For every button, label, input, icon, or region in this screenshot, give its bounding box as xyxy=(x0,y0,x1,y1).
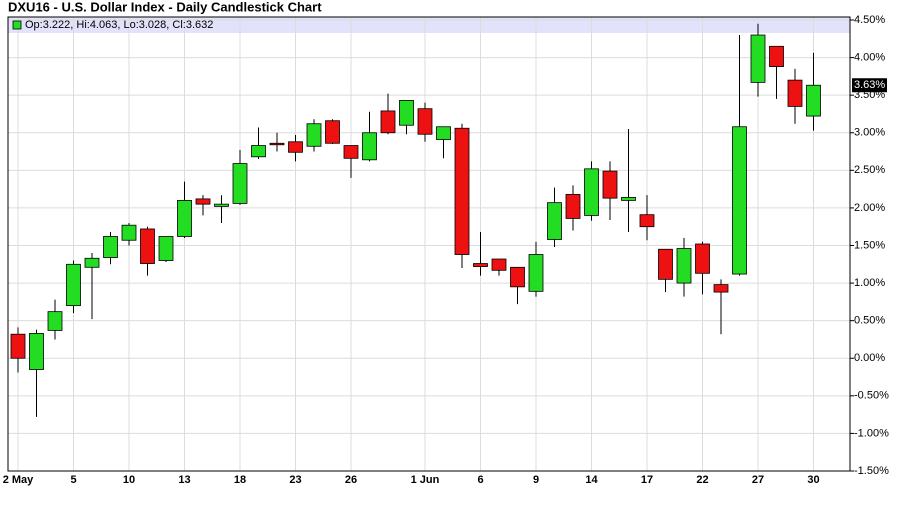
candle-body xyxy=(306,123,322,147)
candle-body xyxy=(639,214,655,228)
x-tick-label: 27 xyxy=(752,474,764,486)
candle-body xyxy=(158,236,174,261)
x-tick-label: 5 xyxy=(70,474,76,486)
legend-marker xyxy=(12,20,22,30)
x-tick-label: 10 xyxy=(123,474,135,486)
plot-border xyxy=(7,16,851,472)
candle-body xyxy=(769,45,784,68)
candle-body xyxy=(713,284,729,293)
y-tick-label: -1.00% xyxy=(854,427,889,439)
x-tick-label: 30 xyxy=(807,474,819,486)
candle-body xyxy=(343,145,359,159)
x-tick-label: 23 xyxy=(289,474,301,486)
candle-body xyxy=(695,243,710,274)
y-tick-label: 0.50% xyxy=(854,315,885,327)
candle-body xyxy=(602,170,618,199)
y-tick-label: 1.00% xyxy=(854,277,885,289)
y-tick-label: 4.50% xyxy=(854,14,885,26)
x-tick-label: 22 xyxy=(696,474,708,486)
candle-body xyxy=(658,248,673,280)
y-tick-label: -0.50% xyxy=(854,390,889,402)
x-tick-label: 14 xyxy=(585,474,598,486)
candle-body xyxy=(140,228,155,264)
candle-body xyxy=(84,257,100,268)
candle-body xyxy=(806,84,821,117)
candle-body xyxy=(362,132,377,161)
candle-body xyxy=(325,120,340,144)
y-tick-label: 2.50% xyxy=(854,164,885,176)
x-tick-label: 6 xyxy=(477,474,483,486)
candle-body xyxy=(732,126,747,275)
x-tick-label: 26 xyxy=(345,474,357,486)
candle-body xyxy=(195,198,211,205)
candle-body xyxy=(269,142,285,146)
last-price-label: 3.63% xyxy=(854,79,885,91)
candle-body xyxy=(473,263,488,267)
candle-body xyxy=(47,311,63,331)
x-tick-label: 13 xyxy=(178,474,190,486)
candle-body xyxy=(454,127,470,255)
candle-body xyxy=(232,163,248,204)
legend-label: Op:3.222, Hi:4.063, Lo:3.028, Cl:3.632 xyxy=(25,19,213,31)
candle-body xyxy=(121,224,137,241)
candle-body xyxy=(399,100,414,126)
candle-body xyxy=(565,193,581,219)
last-price-box xyxy=(852,78,887,93)
candle-body xyxy=(214,203,229,207)
candle-body xyxy=(584,168,599,216)
x-tick-label: 17 xyxy=(641,474,653,486)
candle-body xyxy=(547,202,562,240)
candle-body xyxy=(750,34,766,83)
candle-body xyxy=(29,333,44,370)
plot-area xyxy=(8,17,850,471)
y-tick-label: 0.00% xyxy=(854,352,885,364)
y-tick-label: 3.00% xyxy=(854,127,885,139)
candle-body xyxy=(177,199,192,237)
x-tick-label: 1 Jun xyxy=(411,474,440,486)
legend-band xyxy=(8,17,850,33)
candle-body xyxy=(417,108,433,135)
candle-body xyxy=(491,258,507,271)
candle-body xyxy=(251,145,266,158)
candle-body xyxy=(10,333,26,359)
candle-body xyxy=(510,266,525,288)
x-tick-label: 2 May xyxy=(3,474,34,486)
candle-body xyxy=(621,196,636,201)
candle-body xyxy=(676,248,692,284)
candle-body xyxy=(66,263,81,307)
candle-body xyxy=(787,79,803,107)
chart-title: DXU16 - U.S. Dollar Index - Daily Candle… xyxy=(8,0,322,14)
y-tick-label: -1.50% xyxy=(854,465,889,477)
x-tick-label: 18 xyxy=(234,474,246,486)
candle-body xyxy=(436,126,451,140)
candle-body xyxy=(380,110,396,134)
y-tick-label: 2.00% xyxy=(854,202,885,214)
y-tick-label: 4.00% xyxy=(854,51,885,63)
y-tick-label: 1.50% xyxy=(854,239,885,251)
candle-body xyxy=(528,254,544,292)
x-tick-label: 9 xyxy=(533,474,539,486)
candle-body xyxy=(103,236,118,258)
candle-body xyxy=(288,141,303,153)
